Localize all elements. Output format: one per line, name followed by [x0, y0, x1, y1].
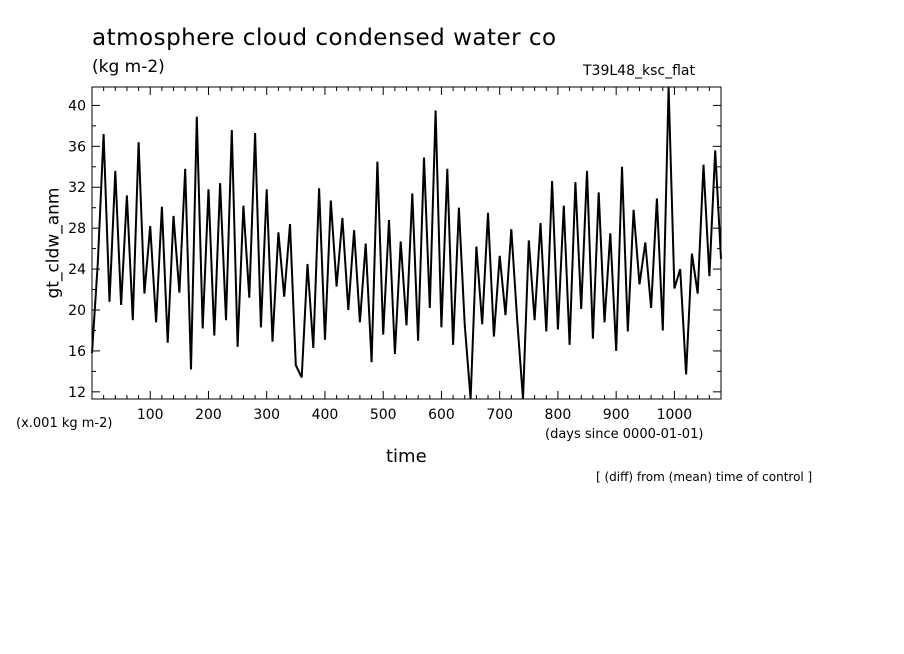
x-tick-label: 600 — [428, 407, 455, 423]
x-tick-label: 1000 — [657, 407, 693, 423]
footnote: [ (diff) from (mean) time of control ] — [596, 470, 813, 484]
y-tick-label: 24 — [68, 262, 86, 278]
units-label: (kg m-2) — [92, 57, 165, 77]
series-layer — [91, 86, 722, 400]
y-tick-label: 32 — [68, 180, 86, 196]
y-tick-label: 12 — [68, 385, 86, 401]
chart-title: atmosphere cloud condensed water co — [92, 25, 557, 51]
x-tick-label: 400 — [312, 407, 339, 423]
x-axis-label: time — [386, 446, 427, 467]
y-tick-label: 40 — [68, 98, 86, 114]
x-tick-label: 700 — [486, 407, 513, 423]
scale-note: (x.001 kg m-2) — [16, 416, 113, 431]
axis-layer: 100 200 300 400 500 600 700 800 900 1000 12 16 20 24 2… — [68, 87, 721, 423]
x-tick-label: 800 — [545, 407, 572, 423]
series-line — [91, 86, 722, 400]
x-tick-label: 100 — [137, 407, 164, 423]
x-tick-label: 500 — [370, 407, 397, 423]
y-tick-label: 28 — [68, 221, 86, 237]
y-tick-label: 20 — [68, 303, 86, 319]
x-tick-label: 300 — [253, 407, 280, 423]
run-label: T39L48_ksc_flat — [583, 63, 695, 79]
x-tick-label: 900 — [603, 407, 630, 423]
x-tick-label: 200 — [195, 407, 222, 423]
y-tick-label: 16 — [68, 344, 86, 360]
y-tick-label: 36 — [68, 139, 86, 155]
time-units-label: (days since 0000-01-01) — [545, 427, 704, 442]
